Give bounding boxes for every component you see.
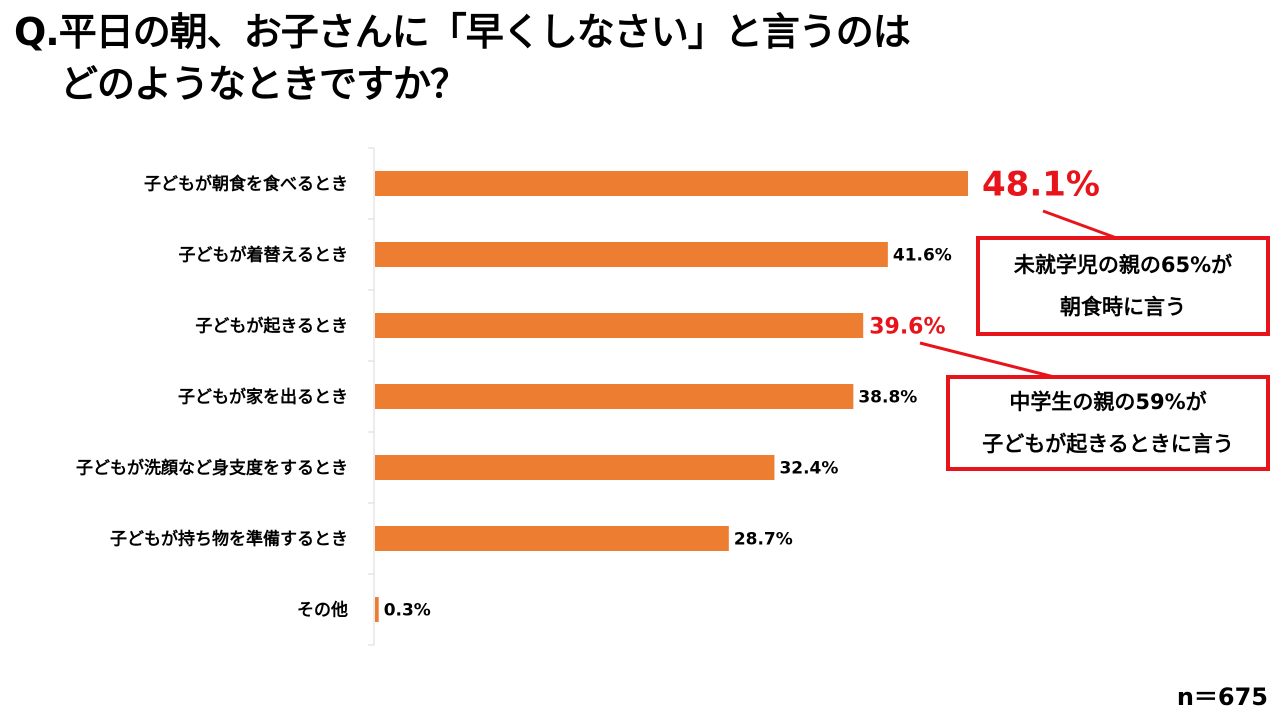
category-label: 子どもが朝食を食べるとき xyxy=(144,174,348,195)
title-line-2: どのようなときですか？ xyxy=(60,62,468,106)
category-label: 子どもが起きるとき xyxy=(195,316,348,337)
value-label: 39.6% xyxy=(869,315,945,340)
callout-connector xyxy=(919,341,1063,381)
callout-connector xyxy=(1042,209,1123,242)
bar xyxy=(375,242,888,267)
bar xyxy=(375,597,379,622)
category-label: 子どもが家を出るとき xyxy=(178,387,348,408)
value-label: 38.8% xyxy=(858,388,917,408)
sample-size: n＝675 xyxy=(1176,683,1268,711)
bar xyxy=(375,313,864,338)
category-label: その他 xyxy=(297,600,348,621)
value-label: 28.7% xyxy=(734,530,793,550)
value-label: 0.3% xyxy=(384,601,431,621)
callout-2-line-2: 子どもが起きるときに言う xyxy=(982,432,1234,456)
callout-preschool: 未就学児の親の65%が 朝食時に言う xyxy=(976,236,1270,336)
title-line-1: Q.平日の朝、お子さんに「早くしなさい」と言うのは xyxy=(14,10,911,54)
callout-1-line-2: 朝食時に言う xyxy=(1060,295,1186,319)
value-label: 32.4% xyxy=(779,459,838,479)
bar xyxy=(375,526,729,551)
bar xyxy=(375,171,968,196)
callout-2-line-1: 中学生の親の59%が xyxy=(1009,390,1207,414)
page-title: Q.平日の朝、お子さんに「早くしなさい」と言うのは どのようなときですか？ xyxy=(14,6,911,110)
bar xyxy=(375,455,775,480)
value-label: 41.6% xyxy=(893,246,952,266)
category-label: 子どもが洗顔など身支度をするとき xyxy=(76,458,348,479)
value-label: 48.1% xyxy=(982,165,1100,205)
category-label: 子どもが持ち物を準備するとき xyxy=(110,529,348,550)
callout-1-line-1: 未就学児の親の65%が xyxy=(1013,253,1233,277)
category-label: 子どもが着替えるとき xyxy=(179,245,349,266)
bar xyxy=(375,384,854,409)
callout-junior-high: 中学生の親の59%が 子どもが起きるときに言う xyxy=(946,375,1270,471)
